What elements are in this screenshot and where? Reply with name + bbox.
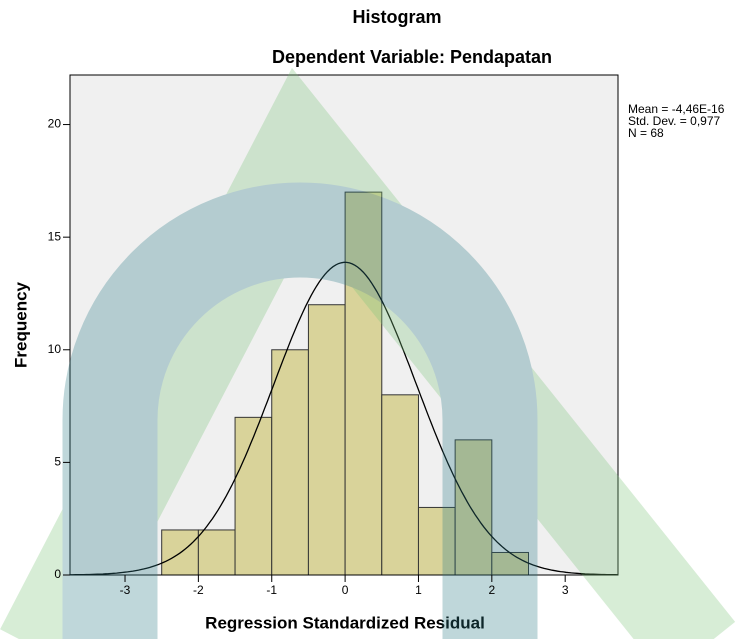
y-tick-label: 20: [48, 117, 62, 131]
chart: Histogram Dependent Variable: Pendapatan…: [0, 0, 747, 639]
y-tick-label: 5: [54, 455, 61, 469]
chart-title: Histogram: [352, 7, 441, 27]
stat-label: N = 68: [628, 126, 664, 140]
x-tick-label: 0: [342, 583, 349, 597]
x-tick-label: 1: [415, 583, 422, 597]
x-tick-label: -3: [120, 583, 131, 597]
y-tick-label: 10: [48, 342, 62, 356]
x-tick-label: 3: [562, 583, 569, 597]
bar: [308, 305, 345, 575]
y-tick-label: 0: [54, 567, 61, 581]
x-tick-label: -1: [266, 583, 277, 597]
bar: [382, 395, 419, 575]
bar: [272, 350, 309, 575]
y-tick-label: 15: [48, 229, 62, 243]
chart-subtitle: Dependent Variable: Pendapatan: [272, 47, 552, 67]
bar: [198, 530, 235, 575]
x-tick-label: -2: [193, 583, 204, 597]
y-axis-label: Frequency: [11, 281, 30, 368]
bar: [235, 417, 272, 575]
x-tick-label: 2: [488, 583, 495, 597]
